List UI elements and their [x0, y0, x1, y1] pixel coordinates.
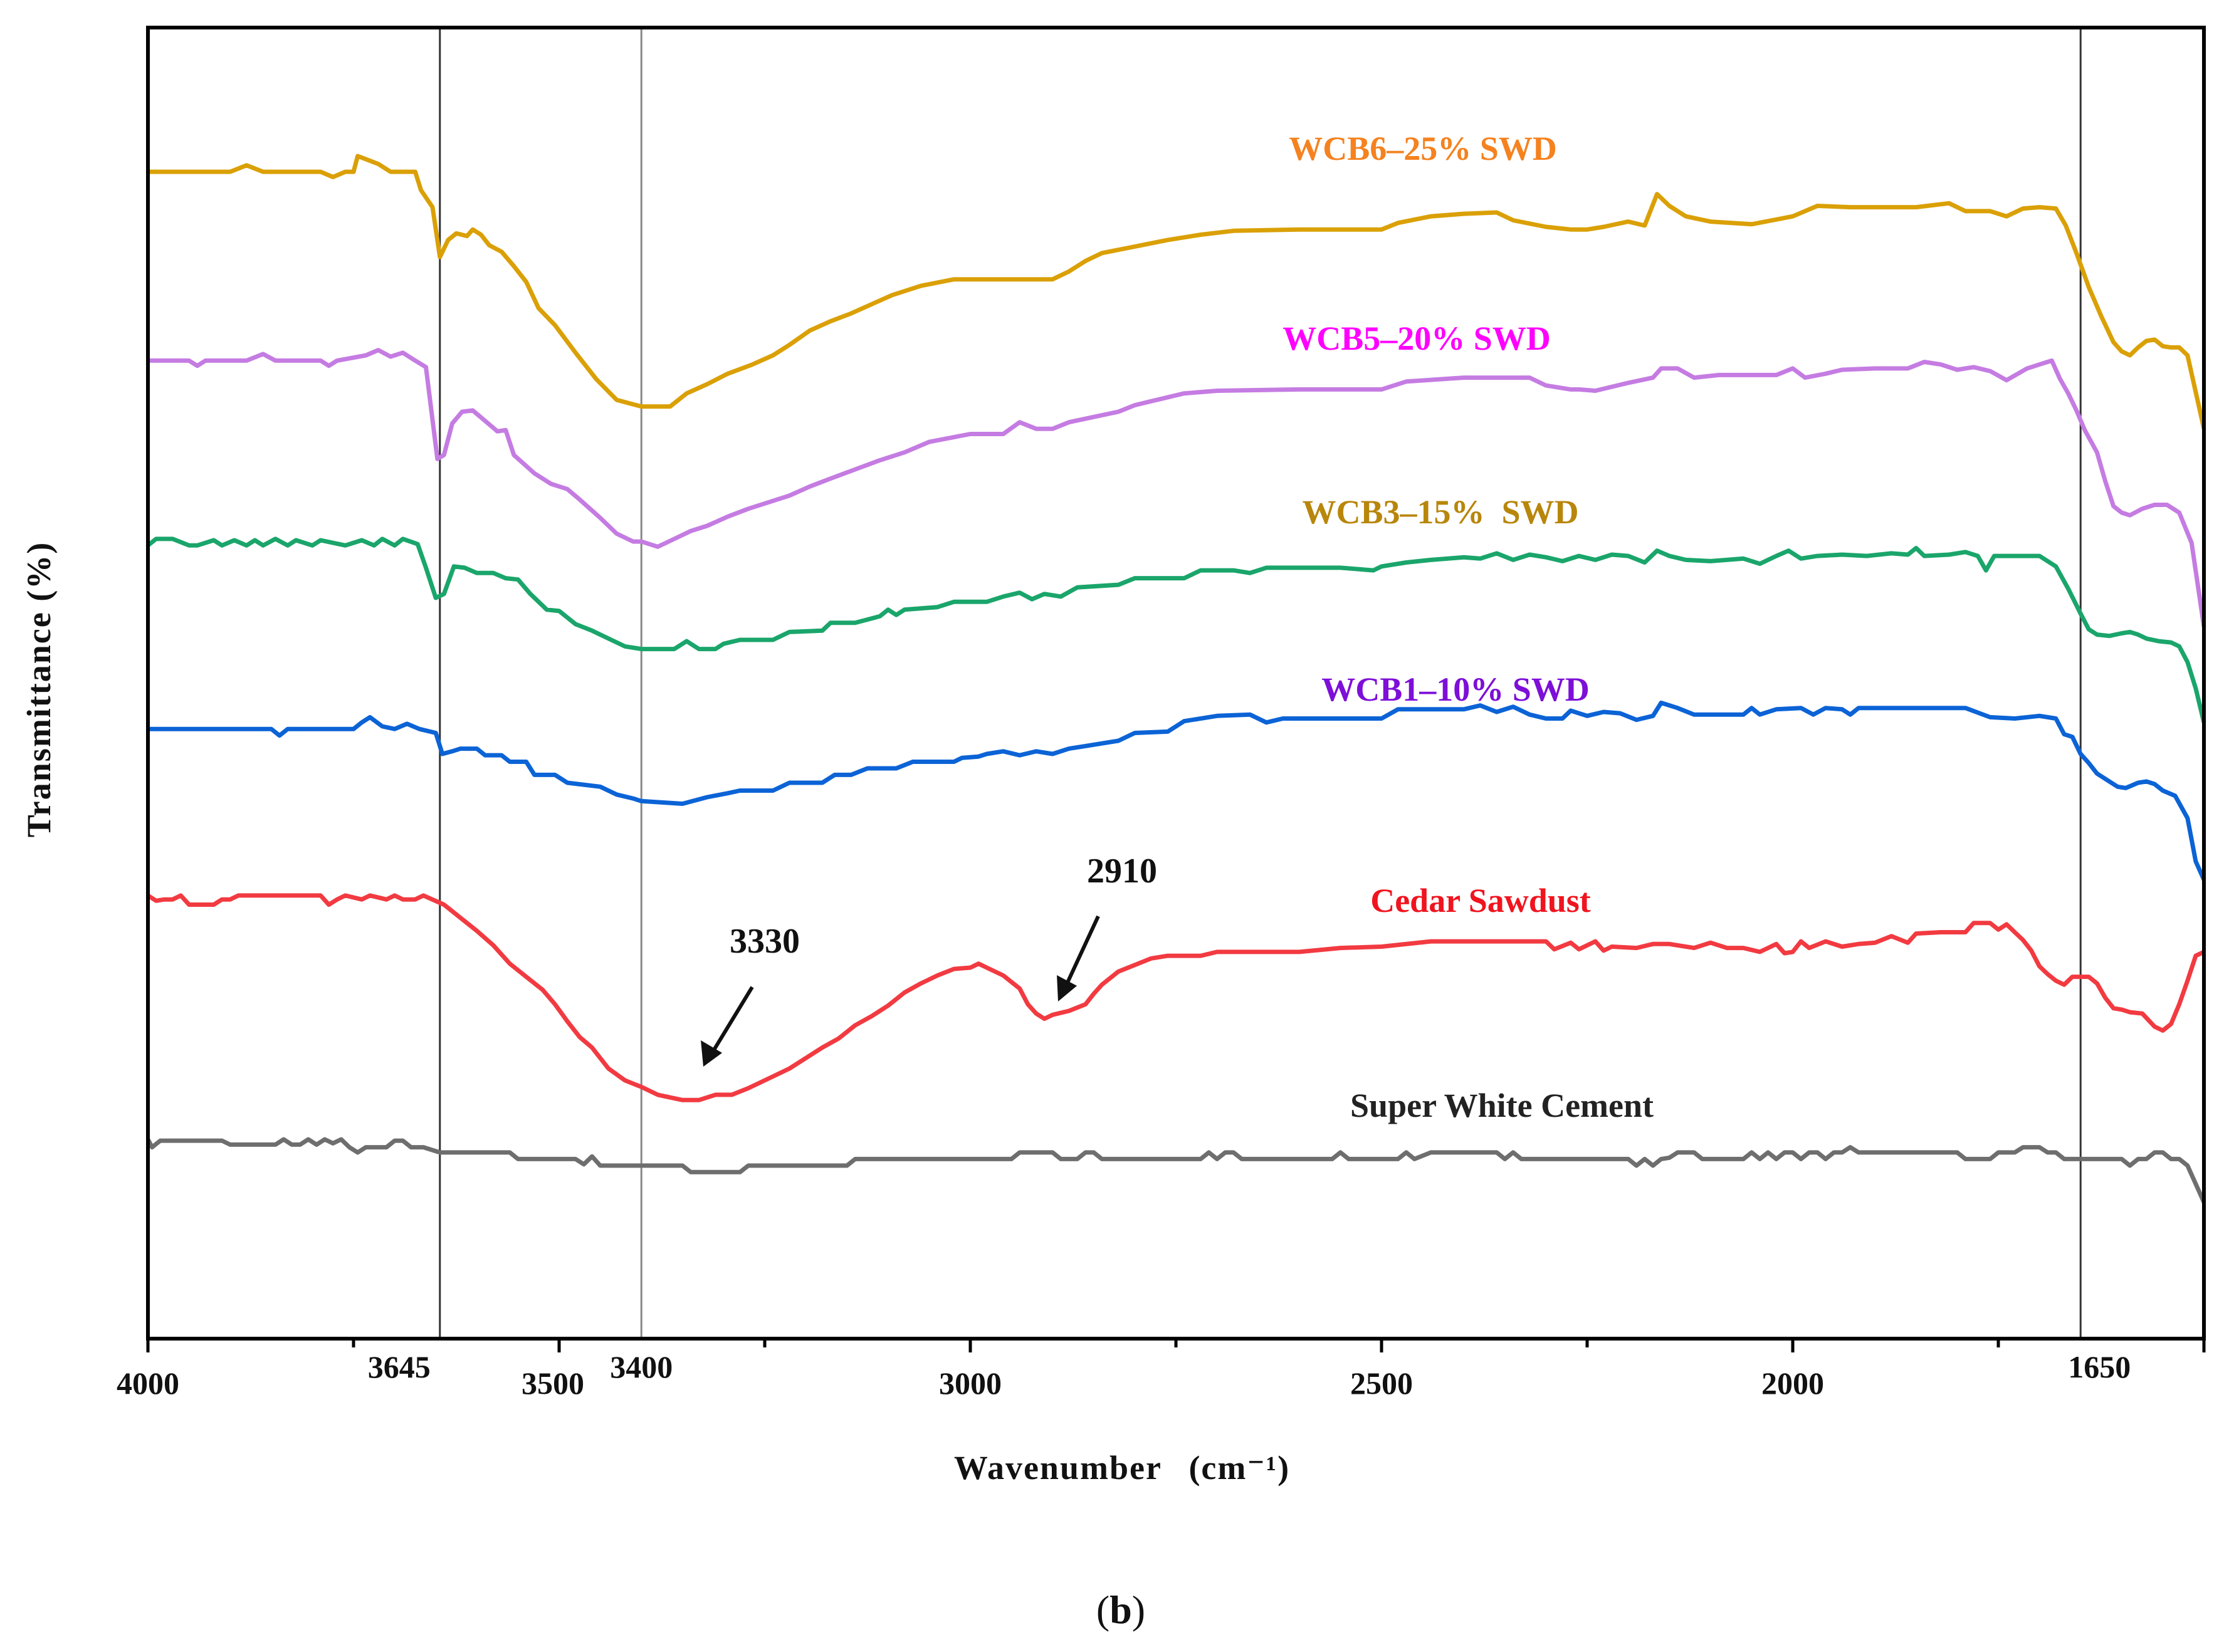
annotation-2910: 2910: [1057, 852, 1157, 1001]
series-line-wcb3-15-swd: [146, 536, 2206, 723]
annotation-2910-arrowhead: [1057, 975, 1077, 1001]
series-labels: WCB6–25% SWD WCB5–20% SWD WCB3–15% SWD W…: [1282, 130, 1654, 1124]
x-tick-label-1650: 1650: [2068, 1349, 2131, 1384]
y-axis-title: Transmittance (%): [20, 541, 58, 837]
x-tick-label-3500: 3500: [522, 1366, 584, 1401]
x-axis-title-text: Wavenumber: [954, 1449, 1162, 1487]
x-tick-label-3645: 3645: [368, 1349, 431, 1384]
panel-label-letter: b: [1109, 1587, 1132, 1632]
series-label-wcb1: WCB1–10% SWD: [1321, 671, 1590, 708]
x-axis-title: Wavenumber (cm⁻¹): [954, 1449, 1290, 1487]
panel-label: (b): [1096, 1587, 1145, 1632]
annotation-3330-label: 3330: [730, 922, 800, 961]
annotation-3330: 3330: [701, 922, 800, 1067]
series-lines: [145, 154, 2206, 1203]
x-tick-label-3000: 3000: [939, 1366, 1002, 1401]
series-label-wcb6: WCB6–25% SWD: [1289, 130, 1557, 167]
x-tick-label-3400: 3400: [610, 1349, 673, 1384]
x-tick-label-2000: 2000: [1761, 1366, 1824, 1401]
series-line-super-white-cement: [145, 1137, 2206, 1203]
annotation-3330-arrow: [706, 986, 754, 1060]
annotation-3330-arrowhead: [701, 1040, 722, 1067]
x-tick-label-2500: 2500: [1350, 1366, 1413, 1401]
series-label-wcb3: WCB3–15% SWD: [1302, 493, 1578, 531]
series-label-cedar-sawdust: Cedar Sawdust: [1370, 882, 1591, 919]
series-line-wcb1-10-swd: [148, 700, 2206, 881]
series-line-cedar-sawdust: [147, 893, 2205, 1102]
series-line-wcb6-25-swd: [148, 154, 2206, 429]
x-axis-ticks: 4000 3500 3000 2500 2000 3645 3400 1650: [117, 1339, 2206, 1401]
x-axis-title-unit: (cm⁻¹): [1188, 1449, 1290, 1487]
series-label-super-white-cement: Super White Cement: [1350, 1087, 1654, 1124]
x-tick-label-4000: 4000: [117, 1366, 179, 1401]
series-label-wcb5: WCB5–20% SWD: [1282, 320, 1551, 357]
panel-label-open: (: [1096, 1587, 1109, 1632]
series-line-wcb5-20-swd: [148, 348, 2206, 627]
panel-label-close: ): [1132, 1587, 1145, 1632]
annotation-2910-label: 2910: [1087, 852, 1157, 891]
annotation-2910-arrow: [1061, 915, 1100, 995]
